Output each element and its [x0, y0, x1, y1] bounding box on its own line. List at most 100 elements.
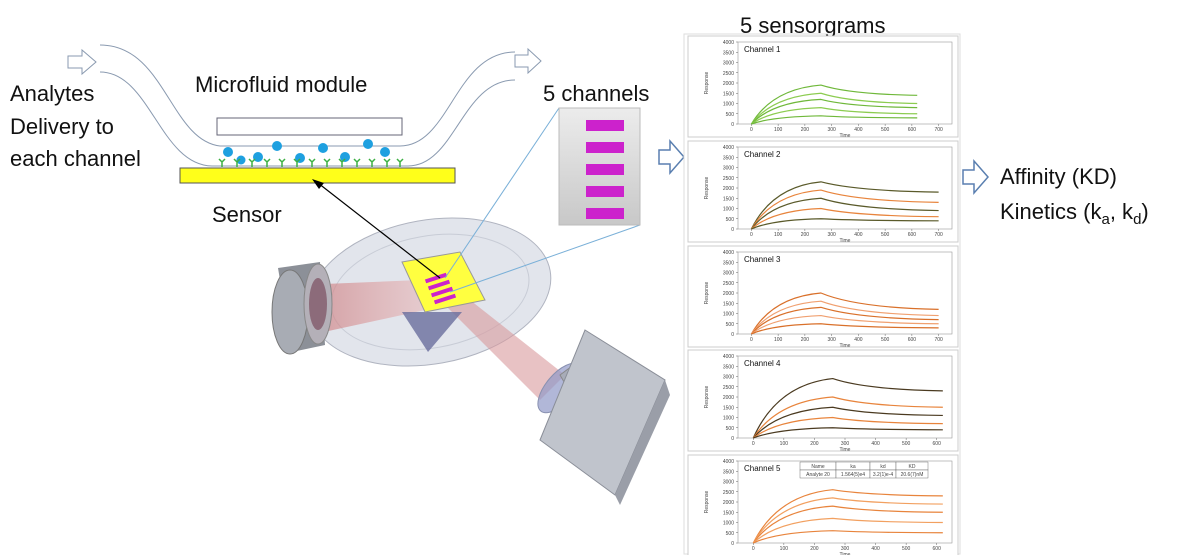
sensorgram-curve	[752, 489, 943, 544]
x-tick-label: 500	[881, 337, 890, 343]
sensorgram-curve	[753, 530, 943, 544]
x-tick-label: 100	[774, 337, 783, 343]
y-axis-label: Response	[704, 491, 710, 514]
panel-title: Channel 3	[744, 255, 781, 264]
x-tick-label: 500	[881, 127, 890, 133]
table-value: 1.564(5)e4	[841, 472, 865, 478]
x-tick-label: 600	[908, 232, 917, 238]
sensorgram-curve	[750, 181, 939, 230]
y-tick-label: 1500	[723, 301, 734, 307]
x-tick-label: 0	[752, 441, 755, 447]
y-axis-label: Response	[704, 177, 710, 200]
sensorgram-curve	[752, 396, 943, 439]
sensorgram-curve	[750, 207, 939, 230]
camera	[537, 329, 670, 505]
y-tick-label: 2000	[723, 186, 734, 192]
x-tick-label: 200	[801, 127, 810, 133]
sensor-bar	[179, 167, 456, 184]
panel	[687, 349, 959, 452]
panel-title: Channel 4	[744, 359, 781, 368]
sensorgram-curve	[750, 84, 918, 125]
kinetics-text: )	[1141, 199, 1148, 224]
table-header: KD	[909, 464, 916, 470]
outlet-arrow	[514, 47, 542, 75]
y-tick-label: 1500	[723, 196, 734, 202]
panel	[687, 245, 959, 348]
x-tick-label: 100	[774, 232, 783, 238]
y-tick-label: 3000	[723, 375, 734, 381]
x-tick-label: 0	[752, 546, 755, 552]
x-tick-label: 400	[854, 232, 863, 238]
sensorgram-curve	[750, 189, 939, 230]
sensorgrams-label: 5 sensorgrams	[740, 13, 886, 38]
x-tick-label: 700	[934, 232, 943, 238]
x-tick-label: 300	[841, 441, 850, 447]
y-tick-label: 4000	[723, 145, 734, 151]
y-tick-label: 1000	[723, 416, 734, 422]
x-tick-label: 300	[827, 127, 836, 133]
y-tick-label: 2000	[723, 81, 734, 87]
sensorgram-curve	[750, 92, 918, 125]
table-header: kd	[880, 464, 886, 470]
analytes-label: each channel	[10, 146, 141, 171]
y-tick-label: 1500	[723, 91, 734, 97]
y-tick-label: 0	[731, 436, 734, 442]
x-tick-label: 0	[750, 127, 753, 133]
beam-out	[430, 290, 565, 400]
y-tick-label: 4000	[723, 250, 734, 256]
x-tick-label: 300	[827, 337, 836, 343]
table-cell	[895, 469, 929, 479]
x-tick-label: 400	[871, 546, 880, 552]
sensorgram-curve	[750, 197, 939, 230]
y-tick-label: 500	[726, 322, 735, 328]
y-tick-label: 3000	[723, 271, 734, 277]
y-tick-label: 0	[731, 332, 734, 338]
y-tick-label: 3500	[723, 260, 734, 266]
y-tick-label: 2500	[723, 176, 734, 182]
kinetics-label: Kinetics (ka, kd)	[1000, 199, 1149, 228]
kinetics-sub: d	[1133, 211, 1141, 228]
y-axis-label: Response	[704, 386, 710, 409]
analytes	[223, 139, 390, 165]
y-tick-label: 4000	[723, 40, 734, 46]
sensorgram-curve	[751, 314, 939, 335]
channel-bars	[586, 120, 624, 219]
zoom-line	[449, 224, 641, 293]
y-tick-label: 2000	[723, 291, 734, 297]
y-tick-label: 1000	[723, 312, 734, 318]
analytes-label: Delivery to	[10, 114, 114, 139]
kinetics-sub: a	[1101, 211, 1110, 228]
sensorgram-curve	[750, 306, 939, 335]
y-tick-label: 2500	[723, 71, 734, 77]
x-tick-label: 600	[933, 546, 942, 552]
x-tick-label: 200	[801, 337, 810, 343]
y-tick-label: 3000	[723, 61, 734, 67]
table-value: 20.6(7)nM	[901, 472, 924, 478]
x-tick-label: 500	[902, 441, 911, 447]
y-tick-label: 0	[731, 541, 734, 547]
y-tick-label: 500	[726, 426, 735, 432]
module-label: Microfluid module	[195, 72, 367, 97]
x-tick-label: 400	[854, 337, 863, 343]
x-tick-label: 200	[810, 441, 819, 447]
x-axis-label: Time	[840, 447, 851, 453]
sensorgram-curve	[750, 300, 939, 335]
y-tick-label: 1000	[723, 102, 734, 108]
ligands	[218, 158, 404, 167]
module	[216, 117, 403, 136]
y-tick-label: 2000	[723, 500, 734, 506]
x-tick-label: 600	[933, 441, 942, 447]
table-value: Analyte 20	[806, 472, 830, 478]
y-tick-label: 0	[731, 227, 734, 233]
sensorgram-curve	[752, 406, 943, 439]
x-tick-label: 300	[841, 546, 850, 552]
sensorgram-curve	[751, 323, 939, 335]
x-tick-label: 700	[934, 127, 943, 133]
inlet-arrow	[67, 48, 97, 76]
sensorgram-curve	[752, 497, 943, 544]
channels-label: 5 channels	[543, 81, 649, 106]
table-header: Name	[811, 464, 825, 470]
panel-title: Channel 5	[744, 464, 781, 473]
sensorgram-curve	[751, 218, 939, 230]
